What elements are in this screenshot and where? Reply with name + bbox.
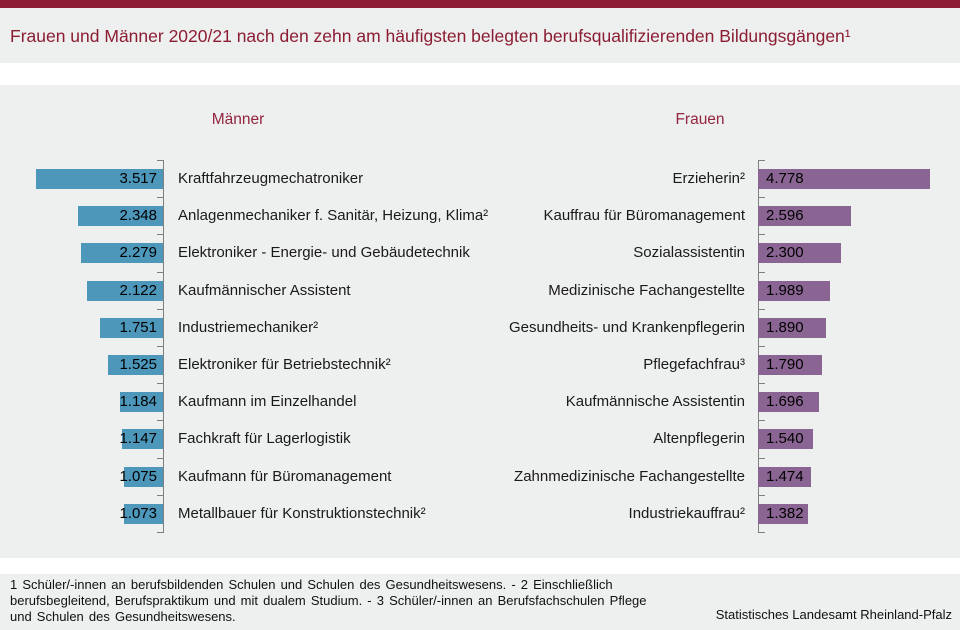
men-axis-tick xyxy=(157,234,163,235)
women-bar-value: 4.778 xyxy=(766,170,804,187)
men-bar xyxy=(108,355,163,375)
men-category-label: Kaufmann für Büromanagement xyxy=(178,468,392,485)
chart-title: Frauen und Männer 2020/21 nach den zehn … xyxy=(10,26,851,46)
men-bar-value: 1.147 xyxy=(119,430,157,447)
men-category-label: Elektroniker für Betriebstechnik² xyxy=(178,356,391,373)
title-band: Frauen und Männer 2020/21 nach den zehn … xyxy=(0,8,960,63)
women-category-label: Kaufmännische Assistentin xyxy=(565,393,745,410)
women-bar-value: 2.300 xyxy=(766,244,804,261)
women-bar-value: 2.596 xyxy=(766,207,804,224)
women-category-label: Medizinische Fachangestellte xyxy=(548,282,745,299)
chart-area: Männer Frauen 3.517 Kraftfahrzeugmechatro… xyxy=(0,85,960,558)
women-bar-value: 1.790 xyxy=(766,356,804,373)
men-column-header: Männer xyxy=(211,111,265,128)
men-category-label: Metallbauer für Konstruktionstechnik² xyxy=(178,505,426,522)
men-category-label: Anlagenmechaniker f. Sanitär, Heizung, K… xyxy=(178,207,489,224)
women-axis-tick xyxy=(759,234,765,235)
men-bar-value: 1.184 xyxy=(119,393,157,410)
men-bar xyxy=(78,206,163,226)
women-bar xyxy=(758,355,822,375)
women-bar xyxy=(758,206,851,226)
women-bar xyxy=(758,169,930,189)
men-axis-tick xyxy=(157,309,163,310)
men-category-label: Fachkraft für Lagerlogistik xyxy=(178,430,351,447)
men-axis-line xyxy=(163,160,164,533)
women-axis-tick xyxy=(759,197,765,198)
men-bar-value: 2.348 xyxy=(119,207,157,224)
women-category-label: Altenpflegerin xyxy=(653,430,745,447)
men-bar-value: 1.073 xyxy=(119,505,157,522)
source-credit: Statistisches Landesamt Rheinland-Pfalz xyxy=(715,607,952,622)
women-column-header: Frauen xyxy=(675,111,725,128)
men-axis-tick xyxy=(157,346,163,347)
footnotes: 1 Schüler/-innen an berufsbildenden Schu… xyxy=(10,577,647,624)
women-category-label: Kauffrau für Büromanagement xyxy=(543,207,745,224)
women-category-label: Erzieherin² xyxy=(672,170,745,187)
women-bar xyxy=(758,281,830,301)
women-axis-tick xyxy=(759,532,765,533)
men-category-label: Kraftfahrzeugmechatroniker xyxy=(178,170,364,187)
women-axis-line xyxy=(758,160,759,533)
men-bar-value: 1.751 xyxy=(119,319,157,336)
women-category-label: Zahnmedizinische Fachangestellte xyxy=(514,468,745,485)
men-bar-value: 3.517 xyxy=(119,170,157,187)
women-bar xyxy=(758,504,808,524)
women-axis-tick xyxy=(759,346,765,347)
women-axis-tick xyxy=(759,160,765,161)
women-axis-tick xyxy=(759,420,765,421)
top-accent-bar xyxy=(0,0,960,8)
women-axis-tick xyxy=(759,383,765,384)
women-axis-tick xyxy=(759,495,765,496)
men-bar xyxy=(81,243,163,263)
men-bar-value: 2.122 xyxy=(119,282,157,299)
women-bar xyxy=(758,467,811,487)
men-bar-value: 1.525 xyxy=(119,356,157,373)
men-bar xyxy=(36,169,163,189)
women-category-label: Pflegefachfrau³ xyxy=(643,356,745,373)
men-axis-tick xyxy=(157,197,163,198)
women-bar-value: 1.989 xyxy=(766,282,804,299)
men-bar xyxy=(120,392,163,412)
men-bar xyxy=(87,281,163,301)
men-bar xyxy=(124,467,163,487)
men-axis-tick xyxy=(157,458,163,459)
separator-gap-top xyxy=(0,63,960,85)
women-category-label: Gesundheits- und Krankenpflegerin xyxy=(509,319,745,336)
men-axis-tick xyxy=(157,532,163,533)
men-bar xyxy=(122,429,163,449)
women-axis-tick xyxy=(759,272,765,273)
women-bar xyxy=(758,392,819,412)
separator-gap-bottom xyxy=(0,558,960,574)
men-axis-tick xyxy=(157,420,163,421)
men-category-label: Kaufmännischer Assistent xyxy=(178,282,351,299)
men-category-label: Kaufmann im Einzelhandel xyxy=(178,393,357,410)
women-bar-value: 1.890 xyxy=(766,319,804,336)
women-axis-tick xyxy=(759,458,765,459)
men-axis-tick xyxy=(157,383,163,384)
men-bar xyxy=(100,318,163,338)
men-bar-value: 1.075 xyxy=(119,468,157,485)
men-category-label: Elektroniker - Energie- und Gebäudetechn… xyxy=(178,244,470,261)
men-category-label: Industriemechaniker² xyxy=(178,319,319,336)
women-category-label: Sozialassistentin xyxy=(633,244,745,261)
women-bar xyxy=(758,318,826,338)
women-bar xyxy=(758,243,841,263)
women-bar-value: 1.474 xyxy=(766,468,804,485)
women-bar xyxy=(758,429,813,449)
women-category-label: Industriekauffrau² xyxy=(628,505,745,522)
men-bar xyxy=(124,504,163,524)
women-bar-value: 1.382 xyxy=(766,505,804,522)
men-axis-tick xyxy=(157,160,163,161)
men-bar-value: 2.279 xyxy=(119,244,157,261)
men-axis-tick xyxy=(157,495,163,496)
men-axis-tick xyxy=(157,272,163,273)
women-axis-tick xyxy=(759,309,765,310)
footer-band: 1 Schüler/-innen an berufsbildenden Schu… xyxy=(0,574,960,630)
women-bar-value: 1.696 xyxy=(766,393,804,410)
women-bar-value: 1.540 xyxy=(766,430,804,447)
